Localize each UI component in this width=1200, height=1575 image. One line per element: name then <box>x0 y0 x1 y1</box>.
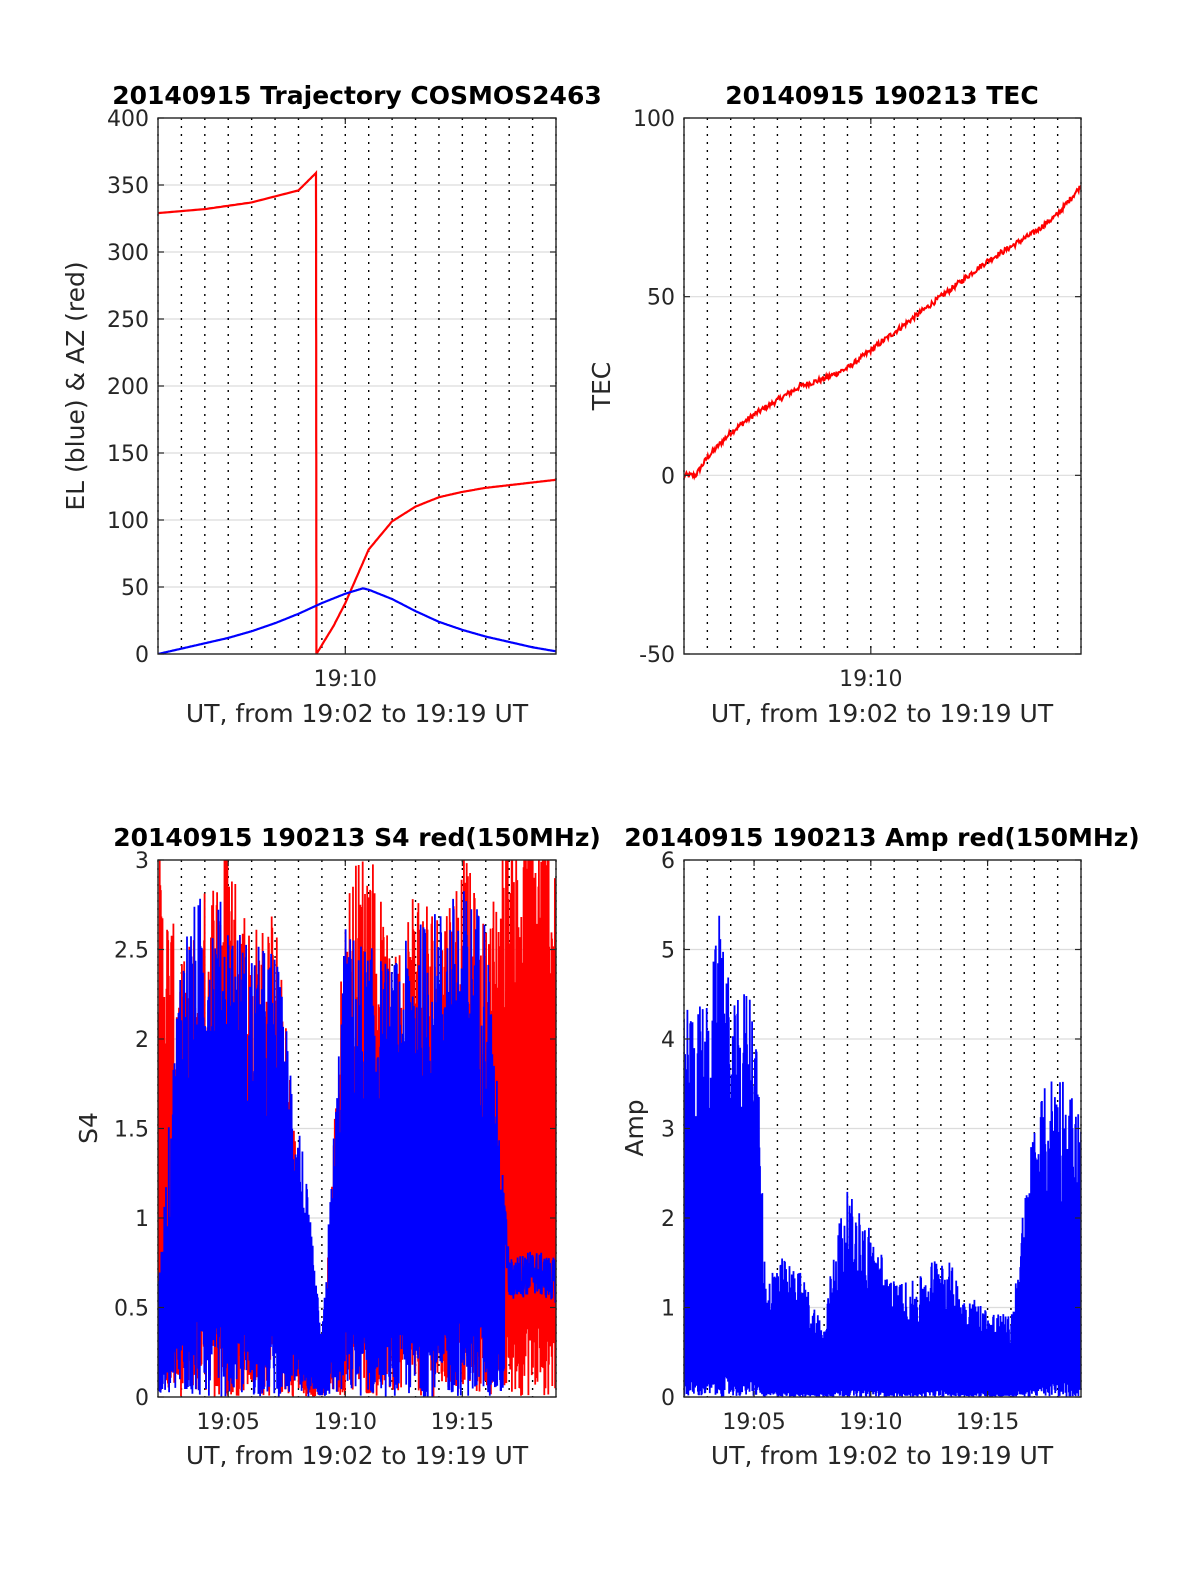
y-tick-label: 0 <box>135 1386 149 1411</box>
y-tick-label: 2 <box>135 1028 149 1053</box>
panel-title: 20140915 190213 S4 red(150MHz) <box>113 823 601 852</box>
panel-title: 20140915 190213 Amp red(150MHz) <box>624 823 1140 852</box>
y-tick-label: 350 <box>107 174 149 199</box>
x-axis-label: UT, from 19:02 to 19:19 UT <box>711 1441 1054 1470</box>
series-line <box>158 170 556 654</box>
y-tick-label: 150 <box>107 442 149 467</box>
y-tick-label: 1.5 <box>114 1118 149 1143</box>
x-tick-label: 19:05 <box>722 1410 785 1435</box>
x-tick-label: 19:10 <box>314 1410 377 1435</box>
y-axis-label: Amp <box>620 1099 649 1156</box>
y-tick-label: 4 <box>661 1028 675 1053</box>
series-line <box>684 185 1081 481</box>
amp-panel: 20140915 190213 Amp red(150MHz) UT, from… <box>620 823 1140 1470</box>
y-tick-label: 100 <box>633 107 675 132</box>
x-tick-label: 19:05 <box>197 1410 260 1435</box>
x-tick-label: 19:15 <box>956 1410 1019 1435</box>
s4-panel: 20140915 190213 S4 red(150MHz) UT, from … <box>74 823 601 1470</box>
y-tick-label: 1 <box>661 1297 675 1322</box>
y-tick-label: -50 <box>639 643 675 668</box>
y-tick-label: 200 <box>107 375 149 400</box>
y-tick-label: 2 <box>661 1207 675 1232</box>
x-axis-label: UT, from 19:02 to 19:19 UT <box>711 699 1054 728</box>
plot-area <box>684 185 1081 481</box>
y-tick-label: 250 <box>107 308 149 333</box>
y-tick-label: 1 <box>135 1207 149 1232</box>
panel-title: 20140915 Trajectory COSMOS2463 <box>112 81 602 110</box>
y-tick-label: 50 <box>647 286 675 311</box>
y-tick-label: 3 <box>661 1118 675 1143</box>
y-tick-label: 0 <box>135 643 149 668</box>
panel-title: 20140915 190213 TEC <box>725 81 1038 110</box>
plot-area <box>158 170 556 654</box>
y-tick-label: 3 <box>135 849 149 874</box>
y-axis-label: EL (blue) & AZ (red) <box>61 261 90 510</box>
series-line <box>158 587 556 654</box>
y-tick-label: 0.5 <box>114 1297 149 1322</box>
series-line <box>158 891 556 1397</box>
x-tick-label: 19:10 <box>314 667 377 692</box>
x-axis-label: UT, from 19:02 to 19:19 UT <box>186 1441 529 1470</box>
y-tick-label: 400 <box>107 107 149 132</box>
tec-panel: 20140915 190213 TEC UT, from 19:02 to 19… <box>587 81 1082 728</box>
x-tick-label: 19:15 <box>431 1410 494 1435</box>
y-tick-label: 2.5 <box>114 939 149 964</box>
plot-area <box>684 915 1081 1397</box>
y-tick-label: 0 <box>661 464 675 489</box>
y-tick-label: 5 <box>661 939 675 964</box>
y-tick-label: 300 <box>107 241 149 266</box>
plot-area <box>158 860 556 1397</box>
trajectory-panel: 20140915 Trajectory COSMOS2463 UT, from … <box>61 81 602 728</box>
y-tick-label: 6 <box>661 849 675 874</box>
axes-box <box>683 117 1082 655</box>
x-tick-label: 19:10 <box>839 667 902 692</box>
y-axis-label: S4 <box>74 1112 103 1144</box>
y-axis-label: TEC <box>587 362 616 412</box>
y-tick-label: 50 <box>121 576 149 601</box>
x-tick-label: 19:10 <box>839 1410 902 1435</box>
y-tick-label: 100 <box>107 509 149 534</box>
x-axis-label: UT, from 19:02 to 19:19 UT <box>186 699 529 728</box>
y-tick-label: 0 <box>661 1386 675 1411</box>
series-line <box>684 915 1081 1397</box>
